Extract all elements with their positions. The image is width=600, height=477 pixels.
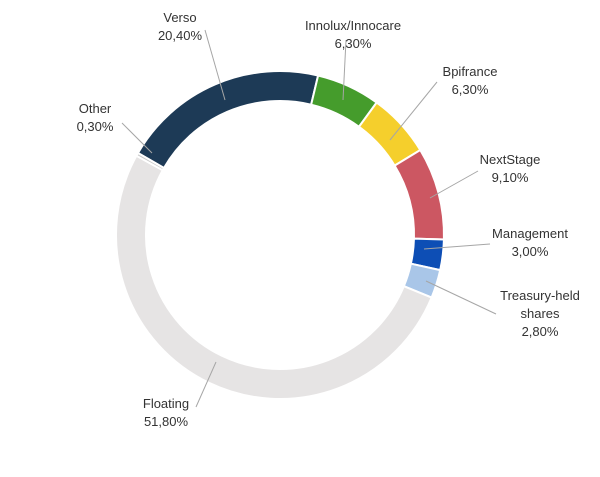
label-value: 51,80% bbox=[144, 414, 189, 429]
label-verso: Verso 20,40% bbox=[158, 10, 203, 43]
leader-line-other bbox=[121, 122, 153, 154]
label-name: Innolux/Innocare bbox=[305, 18, 401, 33]
slice-verso bbox=[136, 70, 320, 170]
leader-line-innolux-innocare bbox=[342, 39, 347, 101]
label-value: 20,40% bbox=[158, 28, 203, 43]
label-other: Other 0,30% bbox=[77, 101, 114, 134]
label-innolux-innocare: Innolux/Innocare 6,30% bbox=[305, 18, 401, 51]
label-value: 6,30% bbox=[335, 36, 372, 51]
label-value: 9,10% bbox=[492, 170, 529, 185]
label-treasury-held-shares: Treasury-held shares 2,80% bbox=[500, 288, 580, 339]
leader-line-verso bbox=[204, 29, 226, 101]
label-name: NextStage bbox=[480, 152, 541, 167]
label-name: Bpifrance bbox=[443, 64, 498, 79]
label-value: 6,30% bbox=[452, 82, 489, 97]
label-name: Management bbox=[492, 226, 568, 241]
label-value: 3,00% bbox=[512, 244, 549, 259]
donut-slices bbox=[115, 70, 445, 400]
slice-other bbox=[135, 151, 166, 172]
label-name: Verso bbox=[163, 10, 196, 25]
label-name: Floating bbox=[143, 396, 189, 411]
label-management: Management 3,00% bbox=[492, 226, 568, 259]
label-name: Other bbox=[79, 101, 112, 116]
slice-floating bbox=[115, 154, 433, 400]
label-value: 2,80% bbox=[522, 324, 559, 339]
leader-line-management bbox=[423, 243, 491, 250]
leader-line-treasury-held-shares bbox=[425, 280, 497, 315]
label-value: 0,30% bbox=[77, 119, 114, 134]
label-floating: Floating 51,80% bbox=[143, 396, 189, 429]
label-name: shares bbox=[520, 306, 560, 321]
label-nextstage: NextStage 9,10% bbox=[480, 152, 541, 185]
label-name: Treasury-held bbox=[500, 288, 580, 303]
leader-line-nextstage bbox=[429, 170, 479, 199]
leader-line-bpifrance bbox=[389, 81, 438, 141]
leader-line-floating bbox=[195, 361, 217, 408]
label-bpifrance: Bpifrance 6,30% bbox=[443, 64, 498, 97]
leader-lines bbox=[121, 29, 497, 408]
slice-labels: Verso 20,40%Innolux/Innocare 6,30%Bpifranc… bbox=[77, 10, 580, 429]
